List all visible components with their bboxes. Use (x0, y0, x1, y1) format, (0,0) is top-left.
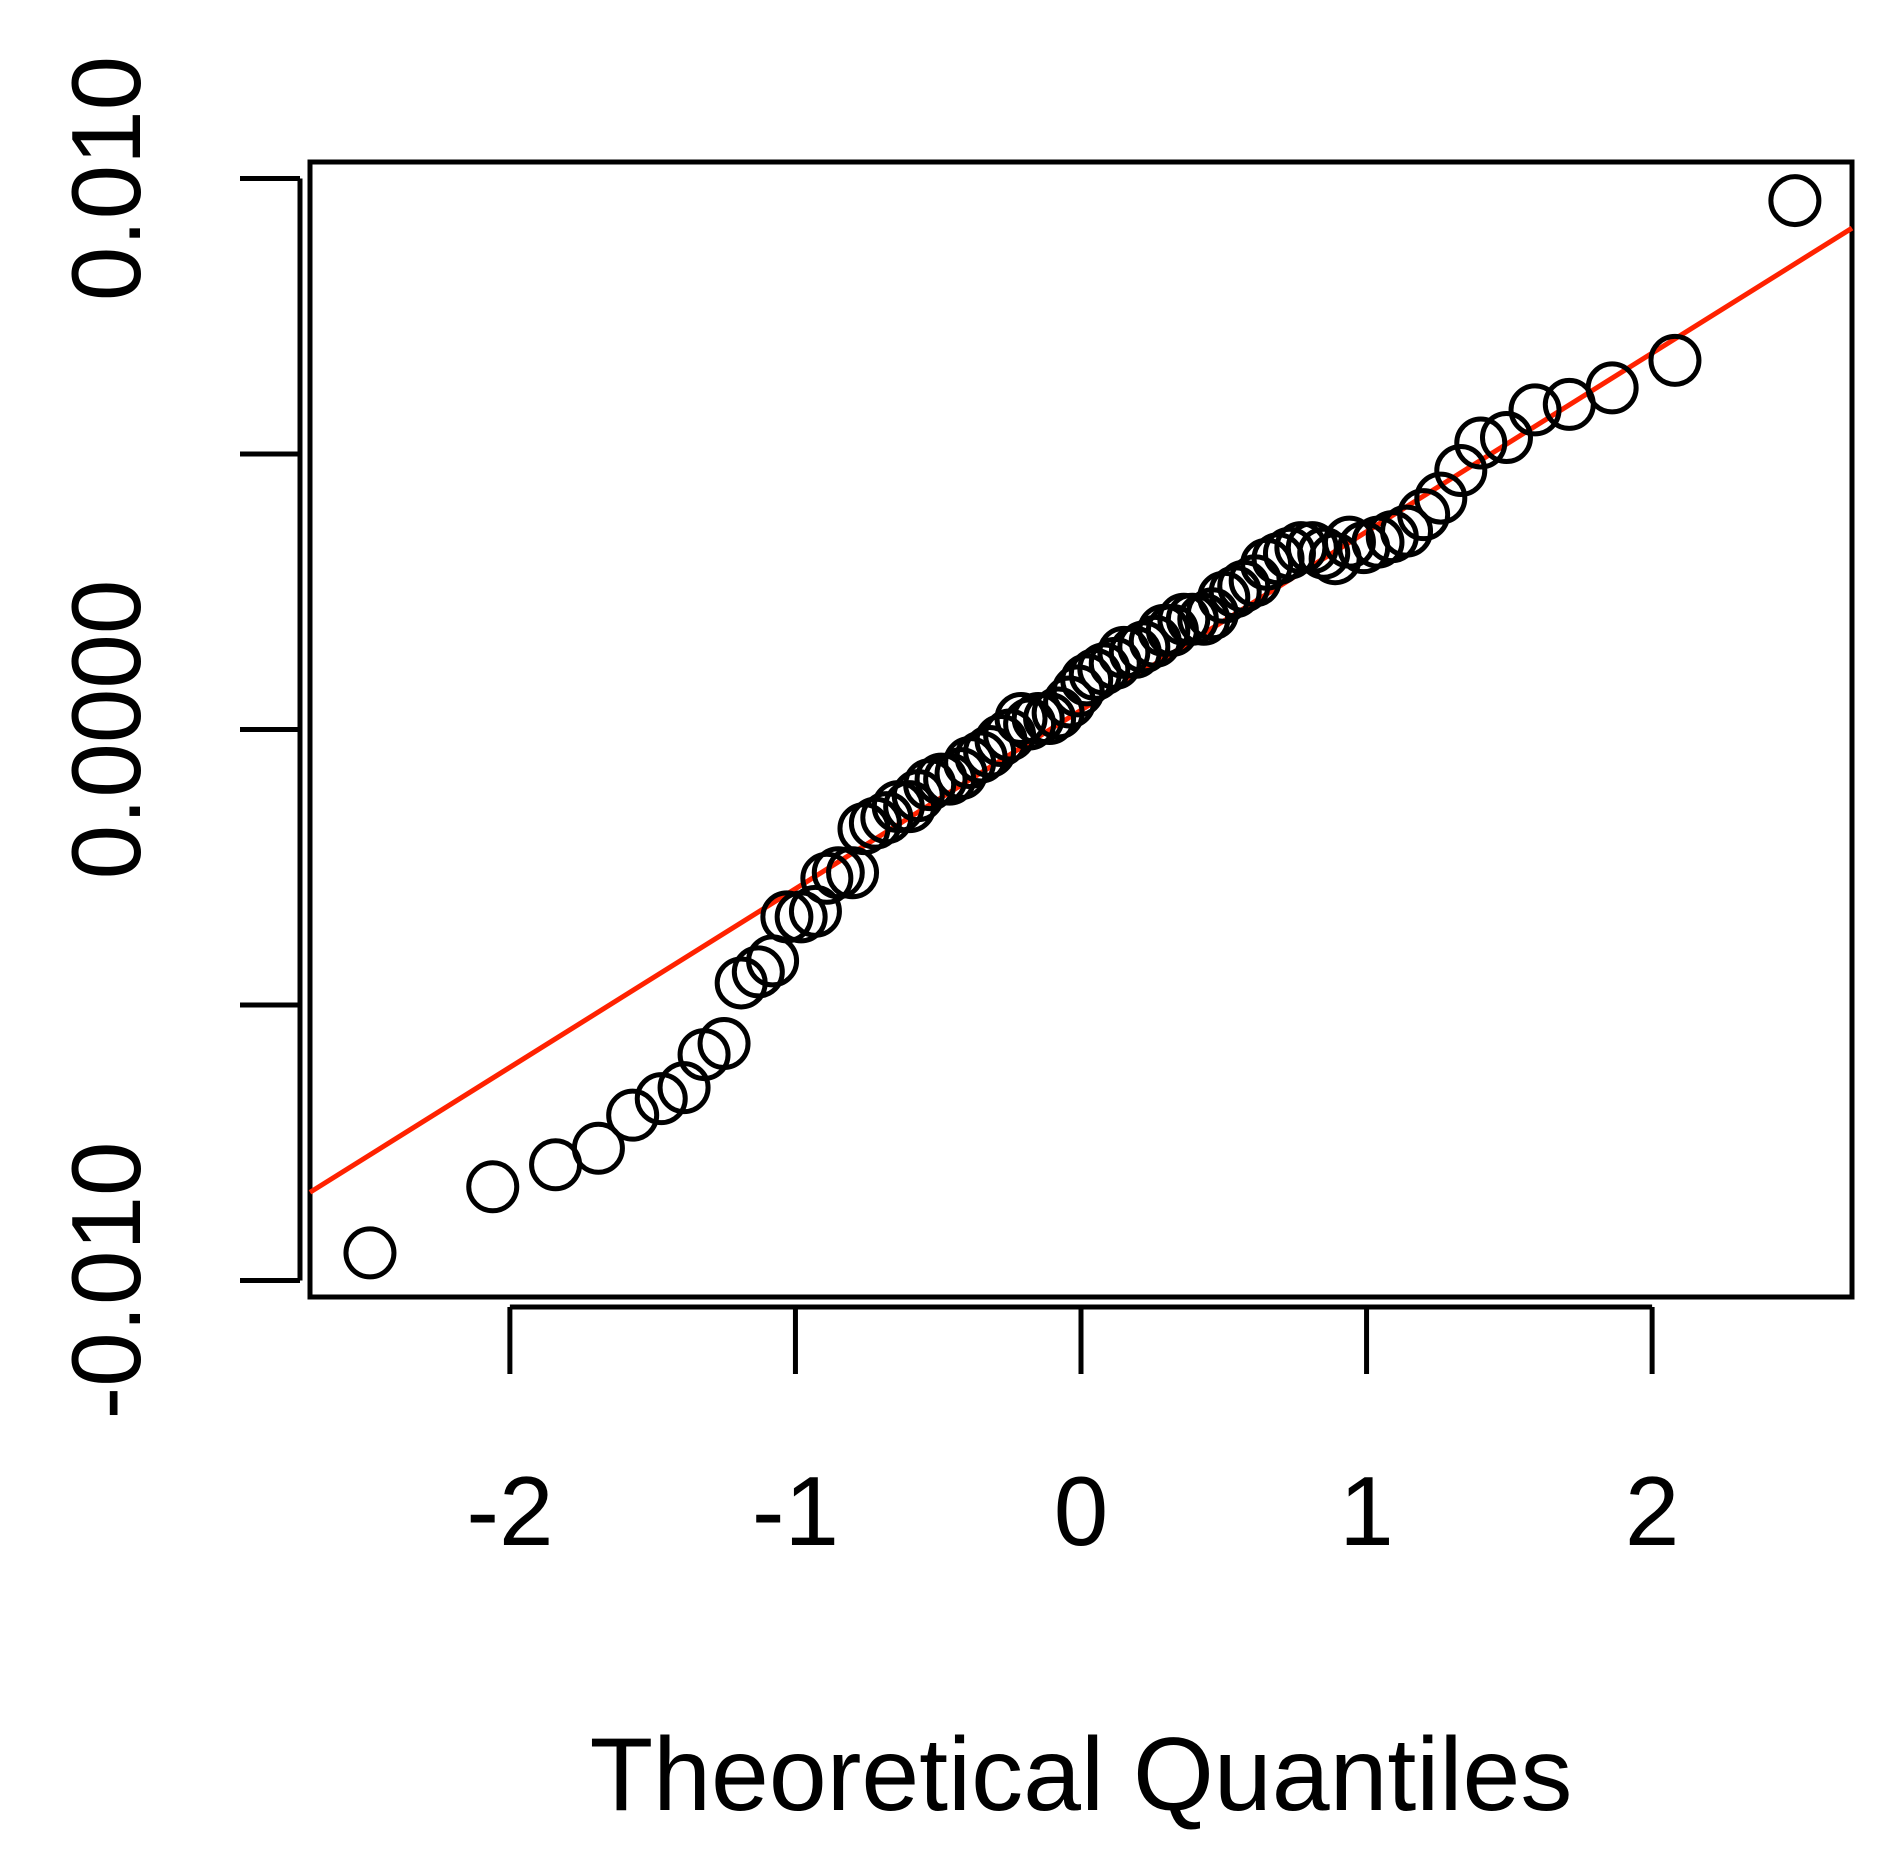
data-point (1397, 488, 1451, 542)
data-point (1479, 410, 1533, 464)
data-point (1414, 471, 1468, 525)
y-tick-label: 0.010 (51, 56, 161, 301)
y-tick-label: -0.010 (51, 1142, 161, 1420)
data-point (1585, 361, 1639, 415)
x-axis: -2 -1 0 1 2 (466, 1304, 1680, 1566)
data-point (343, 1226, 397, 1280)
data-point (811, 846, 865, 900)
y-axis: -0.010 0.0000 0.010 (51, 56, 303, 1420)
x-tick-label: -2 (466, 1456, 553, 1566)
data-point (697, 1017, 751, 1071)
data-point (1060, 653, 1114, 707)
data-point (606, 1088, 660, 1142)
x-axis-title: Theoretical Quantiles (590, 1717, 1573, 1833)
data-point (788, 884, 842, 938)
y-tick-label: 0.0000 (51, 580, 161, 880)
plot-frame (307, 159, 1855, 1300)
x-tick-label: -1 (752, 1456, 839, 1566)
data-point (1097, 625, 1151, 679)
data-point (760, 890, 814, 944)
data-point (731, 945, 785, 999)
data-point (1648, 333, 1702, 387)
data-point (1508, 383, 1562, 437)
data-point (963, 725, 1017, 779)
x-tick-label: 1 (1339, 1456, 1394, 1566)
data-point (1768, 174, 1822, 228)
data-point (1434, 444, 1488, 498)
data-point (994, 691, 1048, 745)
data-point (1454, 416, 1508, 470)
x-tick-label: 2 (1625, 1456, 1680, 1566)
data-point (571, 1121, 625, 1175)
data-points-layer (343, 174, 1822, 1280)
x-tick-label: 0 (1054, 1456, 1109, 1566)
data-point (1380, 504, 1434, 558)
data-point (466, 1160, 520, 1214)
data-point (1023, 691, 1077, 745)
data-point (1003, 697, 1057, 751)
data-point (1011, 691, 1065, 745)
